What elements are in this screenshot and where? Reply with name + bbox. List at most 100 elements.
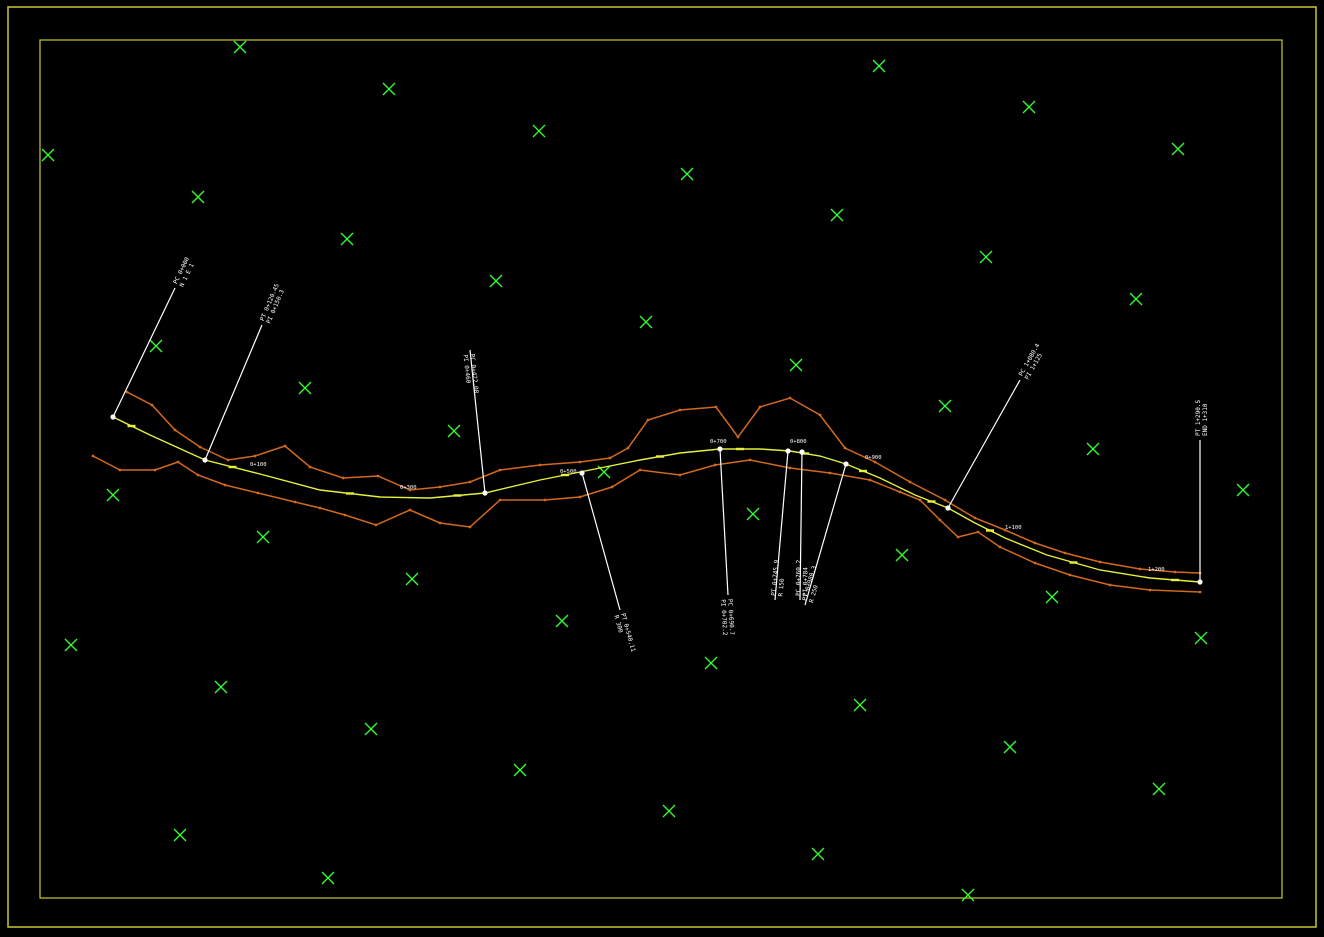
edge-vertex [1148, 588, 1152, 592]
callout-text-1: PC 0+760.2 [795, 559, 802, 596]
edge-vertex [253, 454, 257, 458]
grid-cross [1236, 483, 1250, 497]
station-node [110, 414, 116, 420]
station-label: 0+900 [865, 455, 882, 461]
centerline-alignment [112, 416, 1201, 583]
edge-vertex [828, 471, 832, 475]
edge-vertex [226, 458, 230, 462]
edge-vertex [498, 468, 502, 472]
edge-vertex [788, 396, 792, 400]
grid-crosses [41, 40, 1250, 902]
edge-vertex [468, 480, 472, 484]
grid-cross [106, 488, 120, 502]
callout-text-2: PI 0+784 [802, 567, 809, 596]
edge-vertex [374, 523, 378, 527]
edge-vertex [543, 498, 547, 502]
edge-vertex [153, 468, 157, 472]
edge-vertex [125, 390, 129, 394]
edge-vertex [91, 454, 95, 458]
grid-cross [1129, 292, 1143, 306]
callout-text-2: R 300 [612, 614, 624, 634]
edge-vertex [283, 444, 287, 448]
leader-line [112, 287, 176, 418]
grid-cross [662, 804, 676, 818]
grid-cross [532, 124, 546, 138]
grid-cross [639, 315, 653, 329]
grid-cross [895, 548, 909, 562]
leader-line [774, 450, 789, 601]
station-node [717, 446, 723, 452]
outer-frame [7, 6, 1317, 928]
callout-text-2: R 150 [777, 578, 786, 597]
edge-vertex [1033, 541, 1037, 545]
edge-vertex [223, 483, 227, 487]
station-node [1197, 579, 1203, 585]
station-node [843, 461, 849, 467]
edge-vertex [1098, 560, 1102, 564]
callout-text-2: R 250 [808, 584, 820, 604]
grid-cross [1022, 100, 1036, 114]
edge-vertex [818, 413, 822, 417]
grid-cross [340, 232, 354, 246]
grid-cross [789, 358, 803, 372]
edge-vertex [788, 466, 792, 470]
grid-cross [513, 763, 527, 777]
edge-vertex [626, 446, 630, 450]
edge-vertex [1108, 583, 1112, 587]
edge-vertex [1198, 590, 1202, 594]
grid-cross [447, 424, 461, 438]
edge-vertex [998, 545, 1002, 549]
station-label: 0+500 [560, 469, 577, 475]
grid-cross [256, 530, 270, 544]
grid-cross [872, 59, 886, 73]
edge-vertex [1033, 561, 1037, 565]
edge-vertex [748, 458, 752, 462]
station-node [202, 457, 208, 463]
grid-cross [173, 828, 187, 842]
leader-line [204, 324, 263, 461]
leader-line [469, 349, 486, 494]
edge-vertex [438, 521, 442, 525]
edge-vertex [646, 418, 650, 422]
edge-vertex [408, 488, 412, 492]
edge-vertex [308, 465, 312, 469]
edge-vertex [341, 476, 345, 480]
edge-vertex [408, 508, 412, 512]
station-label: 0+800 [790, 439, 807, 445]
callout-pi-6: PC 0+760.2 PI 0+784 [795, 449, 809, 601]
grid-cross [149, 339, 163, 353]
edge-vertex [943, 498, 947, 502]
grid-cross [214, 680, 228, 694]
grid-cross [746, 507, 760, 521]
grid-cross [961, 888, 975, 902]
edge-vertex [1068, 573, 1072, 577]
grid-cross [64, 638, 78, 652]
callout-pi-5: PT 0+745.9R 150 [770, 448, 791, 601]
station-label: 0+700 [710, 439, 727, 445]
grid-cross [1086, 442, 1100, 456]
centerline [112, 416, 1201, 583]
station-node [482, 490, 488, 496]
edge-vertex [498, 498, 502, 502]
edge-vertex [736, 435, 740, 439]
edge-vertex [256, 491, 260, 495]
lower-edge-line [92, 455, 1201, 593]
grid-cross [830, 208, 844, 222]
edge-vertex [956, 535, 960, 539]
callout-text-2: PI 0+702.2 [719, 599, 728, 636]
edge-vertex [610, 485, 614, 489]
grid-cross [41, 148, 55, 162]
grid-cross [1171, 142, 1185, 156]
edge-vertex [873, 460, 877, 464]
callout-text-1: PC 0+422.08 [468, 353, 479, 394]
road-edges [91, 390, 1202, 594]
grid-cross [1194, 631, 1208, 645]
edge-vertex [438, 485, 442, 489]
grid-cross [321, 871, 335, 885]
edge-vertex [898, 490, 902, 494]
inner-frame [39, 39, 1283, 899]
grid-cross [704, 656, 718, 670]
